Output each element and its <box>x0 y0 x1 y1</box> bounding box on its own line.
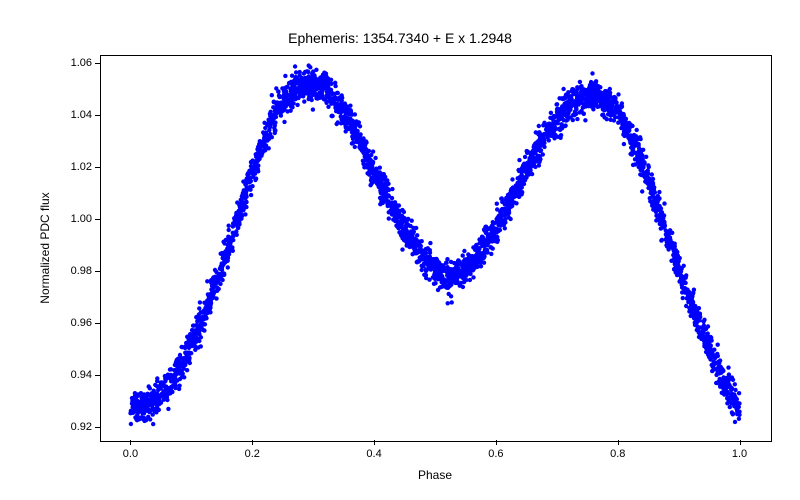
xtick-label: 0.0 <box>123 448 138 460</box>
xtick <box>740 440 741 445</box>
xtick-label: 0.8 <box>610 448 625 460</box>
ytick <box>95 115 100 116</box>
figure: Ephemeris: 1354.7340 + E x 1.2948 0.0 0.2… <box>0 0 800 500</box>
ytick <box>95 375 100 376</box>
ytick-label: 0.98 <box>60 265 92 277</box>
xtick-label: 1.0 <box>732 448 747 460</box>
plot-area <box>100 55 772 442</box>
xtick <box>496 440 497 445</box>
ytick <box>95 167 100 168</box>
ytick <box>95 63 100 64</box>
ytick-label: 0.96 <box>60 317 92 329</box>
ytick-label: 1.02 <box>60 161 92 173</box>
ytick-label: 1.04 <box>60 109 92 121</box>
xtick-label: 0.2 <box>245 448 260 460</box>
chart-title: Ephemeris: 1354.7340 + E x 1.2948 <box>0 30 800 46</box>
xtick-label: 0.6 <box>488 448 503 460</box>
x-axis-label: Phase <box>405 468 465 482</box>
ytick <box>95 219 100 220</box>
ytick <box>95 323 100 324</box>
xtick-label: 0.4 <box>366 448 381 460</box>
xtick <box>618 440 619 445</box>
ytick <box>95 271 100 272</box>
xtick <box>252 440 253 445</box>
ytick <box>95 427 100 428</box>
ytick-label: 0.94 <box>60 369 92 381</box>
xtick <box>374 440 375 445</box>
ytick-label: 1.00 <box>60 213 92 225</box>
ytick-label: 0.92 <box>60 421 92 433</box>
ytick-label: 1.06 <box>60 57 92 69</box>
xtick <box>130 440 131 445</box>
y-axis-label: Normalized PDC flux <box>38 178 52 318</box>
